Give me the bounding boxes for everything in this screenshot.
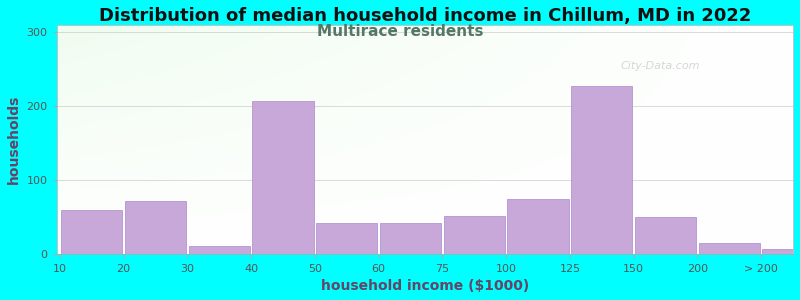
- Bar: [380, 224, 441, 254]
- Text: City-Data.com: City-Data.com: [621, 61, 700, 71]
- Bar: [316, 224, 378, 254]
- X-axis label: household income ($1000): household income ($1000): [321, 279, 529, 293]
- Bar: [125, 201, 186, 254]
- Bar: [507, 199, 569, 254]
- Text: Multirace residents: Multirace residents: [317, 24, 483, 39]
- Bar: [762, 249, 800, 254]
- Title: Distribution of median household income in Chillum, MD in 2022: Distribution of median household income …: [98, 7, 751, 25]
- Bar: [252, 101, 314, 254]
- Bar: [444, 216, 505, 254]
- Bar: [635, 218, 696, 254]
- Bar: [698, 243, 760, 254]
- Bar: [571, 86, 632, 254]
- Y-axis label: households: households: [7, 95, 21, 184]
- Bar: [189, 246, 250, 254]
- Bar: [61, 210, 122, 254]
